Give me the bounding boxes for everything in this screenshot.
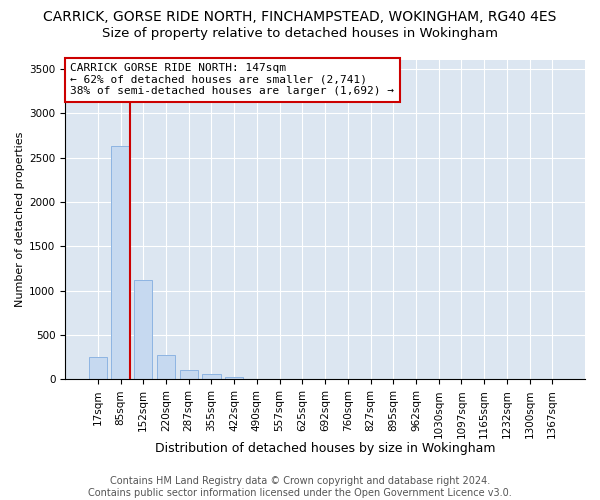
X-axis label: Distribution of detached houses by size in Wokingham: Distribution of detached houses by size … — [155, 442, 496, 455]
Text: CARRICK GORSE RIDE NORTH: 147sqm
← 62% of detached houses are smaller (2,741)
38: CARRICK GORSE RIDE NORTH: 147sqm ← 62% o… — [70, 63, 394, 96]
Text: Size of property relative to detached houses in Wokingham: Size of property relative to detached ho… — [102, 28, 498, 40]
Bar — [225, 376, 243, 380]
Bar — [112, 146, 130, 380]
Bar — [89, 357, 107, 380]
Bar — [179, 370, 198, 380]
Y-axis label: Number of detached properties: Number of detached properties — [15, 132, 25, 308]
Bar — [202, 374, 221, 380]
Bar — [134, 280, 152, 380]
Text: CARRICK, GORSE RIDE NORTH, FINCHAMPSTEAD, WOKINGHAM, RG40 4ES: CARRICK, GORSE RIDE NORTH, FINCHAMPSTEAD… — [43, 10, 557, 24]
Bar — [157, 354, 175, 380]
Text: Contains HM Land Registry data © Crown copyright and database right 2024.
Contai: Contains HM Land Registry data © Crown c… — [88, 476, 512, 498]
